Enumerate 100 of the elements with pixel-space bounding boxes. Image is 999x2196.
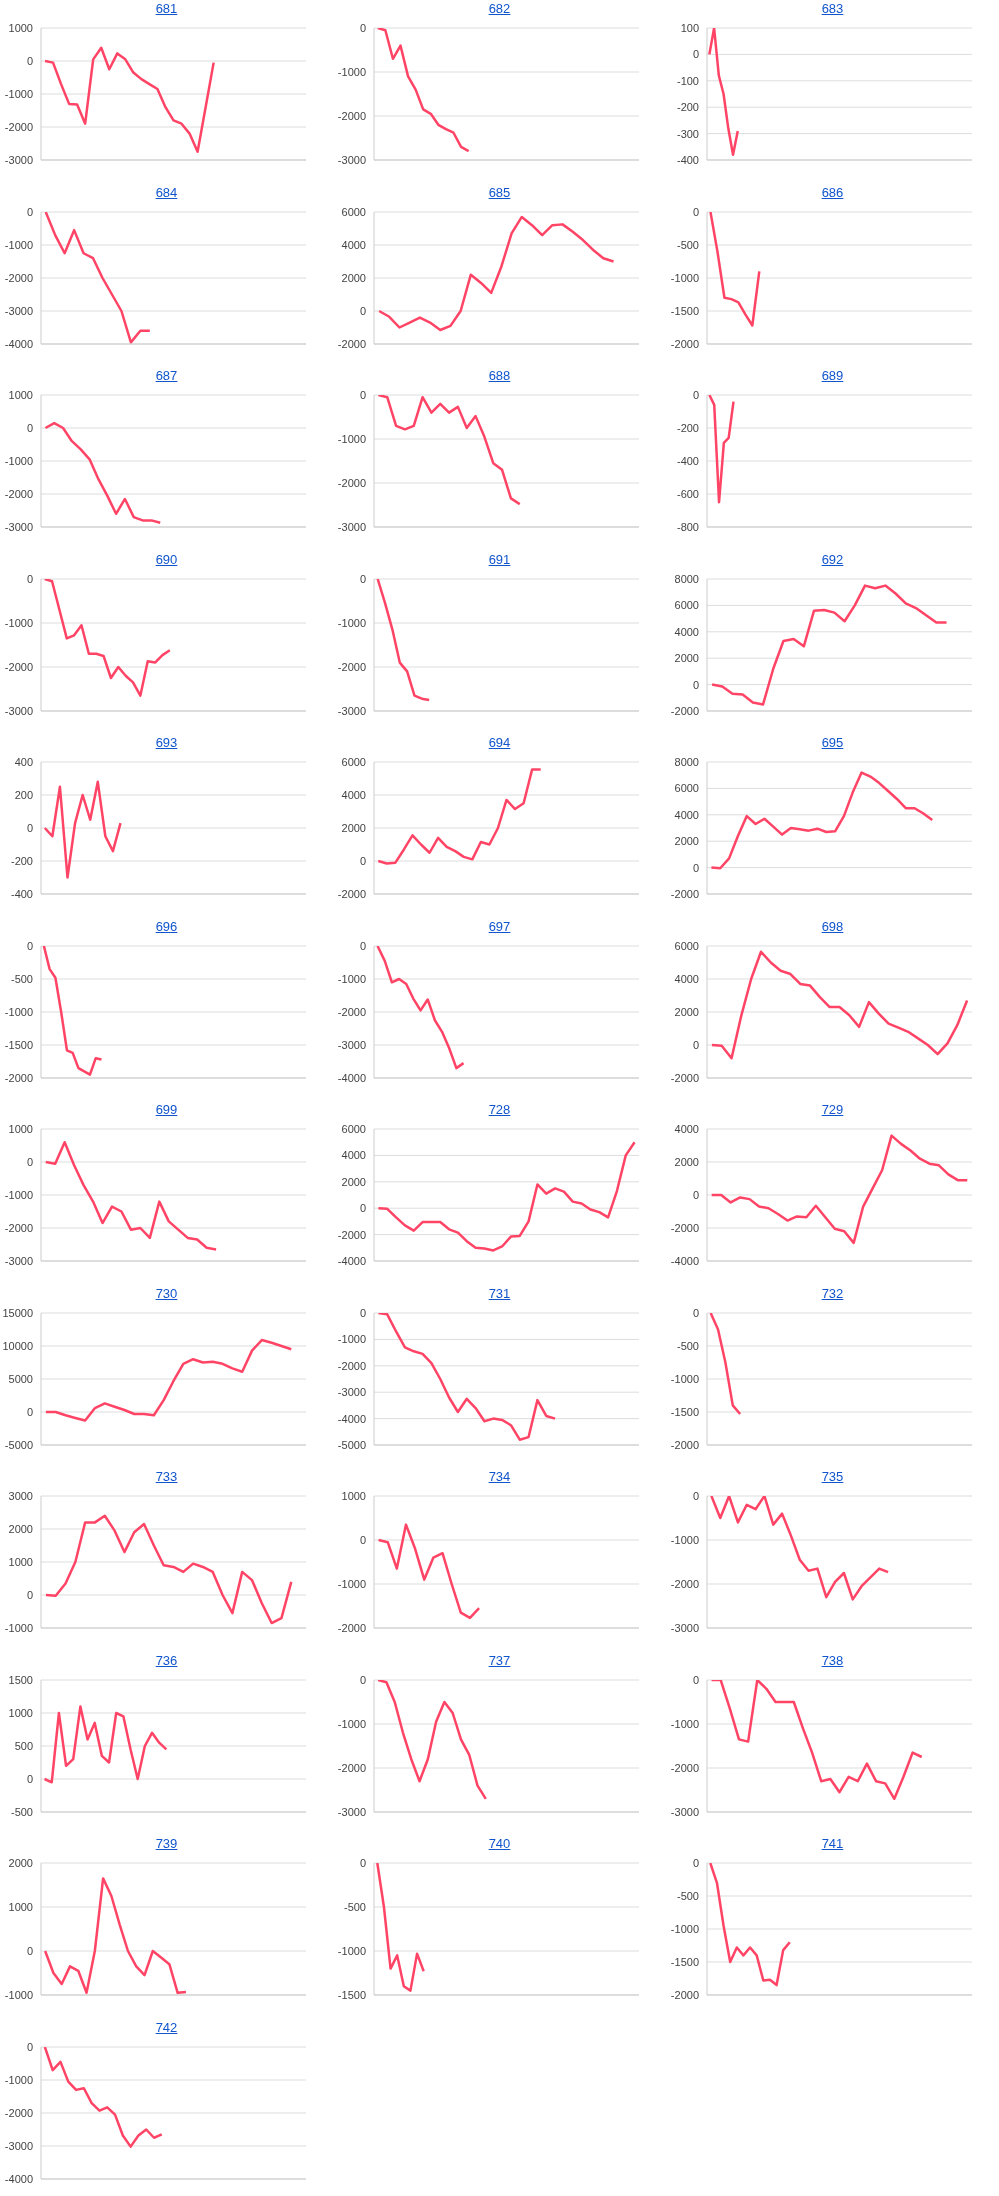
line-series — [710, 1496, 890, 1601]
line-series — [708, 28, 740, 156]
y-tick-label: 0 — [692, 388, 699, 401]
y-tick-label: 2000 — [674, 651, 699, 664]
y-tick-label: 6000 — [341, 1122, 366, 1135]
y-tick-label: -1000 — [670, 1533, 699, 1546]
y-tick-label: -500 — [10, 1805, 33, 1818]
y-tick-label: -100 — [676, 74, 699, 87]
y-tick-label: -200 — [676, 421, 699, 434]
y-tick-label: -1000 — [4, 454, 33, 467]
line-series — [709, 211, 761, 327]
line-series — [710, 583, 948, 706]
y-tick-label: 2000 — [8, 1522, 33, 1535]
chart-title: 695 — [820, 734, 845, 752]
y-tick-label: 10000 — [2, 1339, 33, 1352]
y-tick-label: -2000 — [337, 1761, 366, 1774]
y-tick-label: 6000 — [341, 755, 366, 768]
chart-title: 729 — [820, 1101, 845, 1119]
y-tick-label: -500 — [676, 1889, 699, 1902]
line-series — [377, 1523, 481, 1620]
y-tick-label: -2000 — [337, 476, 366, 489]
chart-title: 699 — [154, 1101, 179, 1119]
y-tick-label: -1000 — [670, 1922, 699, 1935]
chart-title: 682 — [487, 0, 512, 18]
y-tick-label: 1000 — [8, 1122, 33, 1135]
y-tick-label: -4000 — [4, 2172, 33, 2185]
line-series — [710, 1679, 923, 1800]
y-tick-label: 2000 — [674, 1005, 699, 1018]
y-tick-label: 0 — [359, 388, 366, 401]
y-tick-label: 0 — [692, 1673, 699, 1686]
y-tick-label: -2000 — [4, 1221, 33, 1234]
y-tick-label: -1500 — [670, 1405, 699, 1418]
y-tick-label: 0 — [26, 1588, 33, 1601]
chart-title: 734 — [487, 1468, 512, 1486]
y-tick-label: -2000 — [4, 120, 33, 133]
line-series — [43, 780, 122, 879]
y-tick-label: 0 — [692, 1038, 699, 1051]
line-series — [376, 28, 470, 153]
y-tick-label: -200 — [676, 101, 699, 114]
y-tick-label: -1000 — [4, 1988, 33, 2001]
chart-title: 737 — [487, 1651, 512, 1670]
y-tick-label: -400 — [10, 887, 33, 900]
y-tick-label: -1000 — [4, 1621, 33, 1634]
line-series — [43, 1877, 188, 1995]
y-tick-label: -2000 — [670, 1577, 699, 1590]
line-series — [377, 768, 542, 865]
y-tick-label: -4000 — [337, 1071, 366, 1084]
y-tick-label: -3000 — [4, 153, 33, 166]
y-tick-label: 2000 — [8, 1856, 33, 1869]
line-series — [44, 421, 162, 524]
y-tick-label: 0 — [26, 939, 33, 952]
chart-title: 728 — [487, 1101, 512, 1119]
y-tick-label: -1000 — [337, 972, 366, 985]
y-tick-label: 4000 — [674, 625, 699, 638]
y-tick-label: 500 — [14, 1739, 33, 1752]
y-tick-label: -1000 — [337, 432, 366, 445]
y-tick-label: -2000 — [4, 2106, 33, 2119]
line-series — [377, 215, 615, 331]
y-tick-label: 1000 — [8, 1555, 33, 1568]
y-tick-label: 1000 — [8, 21, 33, 34]
y-tick-label: -3000 — [4, 1254, 33, 1267]
y-tick-label: 0 — [692, 1188, 699, 1201]
y-tick-label: 6000 — [674, 598, 699, 611]
y-tick-label: 4000 — [341, 238, 366, 251]
y-tick-label: 0 — [359, 1856, 366, 1869]
y-tick-label: 5000 — [8, 1372, 33, 1385]
chart-title: 739 — [154, 1835, 179, 1853]
chart-title: 686 — [820, 183, 845, 202]
y-tick-label: -5000 — [337, 1438, 366, 1451]
chart-title: 683 — [820, 0, 845, 18]
y-tick-label: 0 — [26, 1772, 33, 1785]
y-tick-label: 2000 — [341, 271, 366, 284]
y-tick-label: -2000 — [670, 1071, 699, 1084]
y-tick-label: -2000 — [670, 337, 699, 350]
y-tick-label: 0 — [692, 205, 699, 218]
y-tick-label: -4000 — [4, 337, 33, 350]
y-tick-label: -2000 — [337, 1359, 366, 1372]
y-tick-label: -3000 — [4, 2139, 33, 2152]
y-tick-label: 4000 — [674, 1122, 699, 1135]
y-tick-label: -2000 — [337, 1621, 366, 1634]
chart-title: 689 — [820, 367, 845, 385]
line-series — [376, 1863, 425, 1992]
y-tick-label: 0 — [359, 939, 366, 952]
y-tick-label: 2000 — [674, 1155, 699, 1168]
y-tick-label: 6000 — [674, 782, 699, 795]
chart-title: 698 — [820, 917, 845, 936]
line-series — [709, 1863, 792, 1987]
y-tick-label: 0 — [359, 21, 366, 34]
y-tick-label: -1000 — [337, 1332, 366, 1345]
chart-title: 742 — [154, 2018, 179, 2037]
y-tick-label: -500 — [676, 1339, 699, 1352]
y-tick-label: -500 — [10, 972, 33, 985]
y-tick-label: -1500 — [670, 304, 699, 317]
line-series — [710, 771, 934, 870]
y-tick-label: -3000 — [337, 1805, 366, 1818]
chart-title: 697 — [487, 917, 512, 936]
y-tick-label: -2000 — [4, 660, 33, 673]
y-tick-label: 0 — [359, 304, 366, 317]
y-tick-label: -600 — [676, 487, 699, 500]
line-series — [44, 211, 152, 344]
